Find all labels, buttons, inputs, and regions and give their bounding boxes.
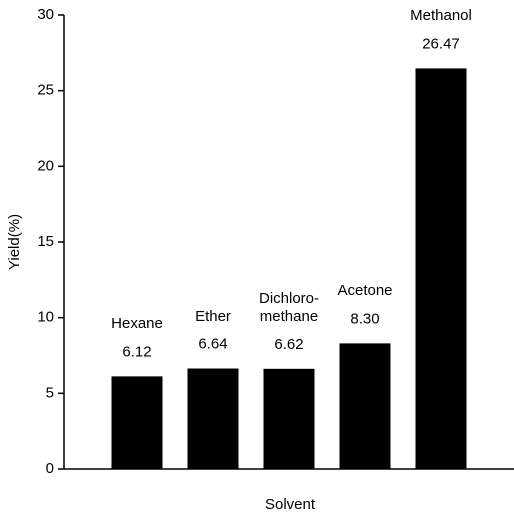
value-label: 6.62	[274, 336, 303, 353]
value-label: 6.64	[198, 335, 227, 352]
y-axis-label: Yield(%)	[6, 214, 23, 270]
y-tick-label: 0	[46, 460, 54, 477]
bar	[263, 368, 315, 469]
y-tick-label: 25	[37, 82, 54, 99]
category-label: Dichloro- methane	[258, 289, 320, 325]
bar	[415, 68, 467, 470]
bar	[187, 368, 239, 469]
y-tick-label: 30	[37, 6, 54, 23]
category-label: Acetone	[337, 282, 393, 300]
y-tick-label: 10	[37, 309, 54, 326]
bar	[339, 343, 391, 469]
x-axis-label: Solvent	[265, 496, 316, 513]
y-tick-label: 20	[37, 157, 54, 174]
y-tick-label: 5	[46, 384, 54, 401]
category-label: Hexane	[111, 315, 163, 333]
value-label: 8.30	[350, 310, 379, 327]
value-label: 26.47	[422, 35, 460, 52]
y-tick-label: 15	[37, 233, 54, 250]
category-label: Methanol	[410, 7, 472, 25]
category-label: Ether	[195, 307, 231, 325]
bar	[111, 376, 163, 469]
value-label: 6.12	[122, 343, 151, 360]
